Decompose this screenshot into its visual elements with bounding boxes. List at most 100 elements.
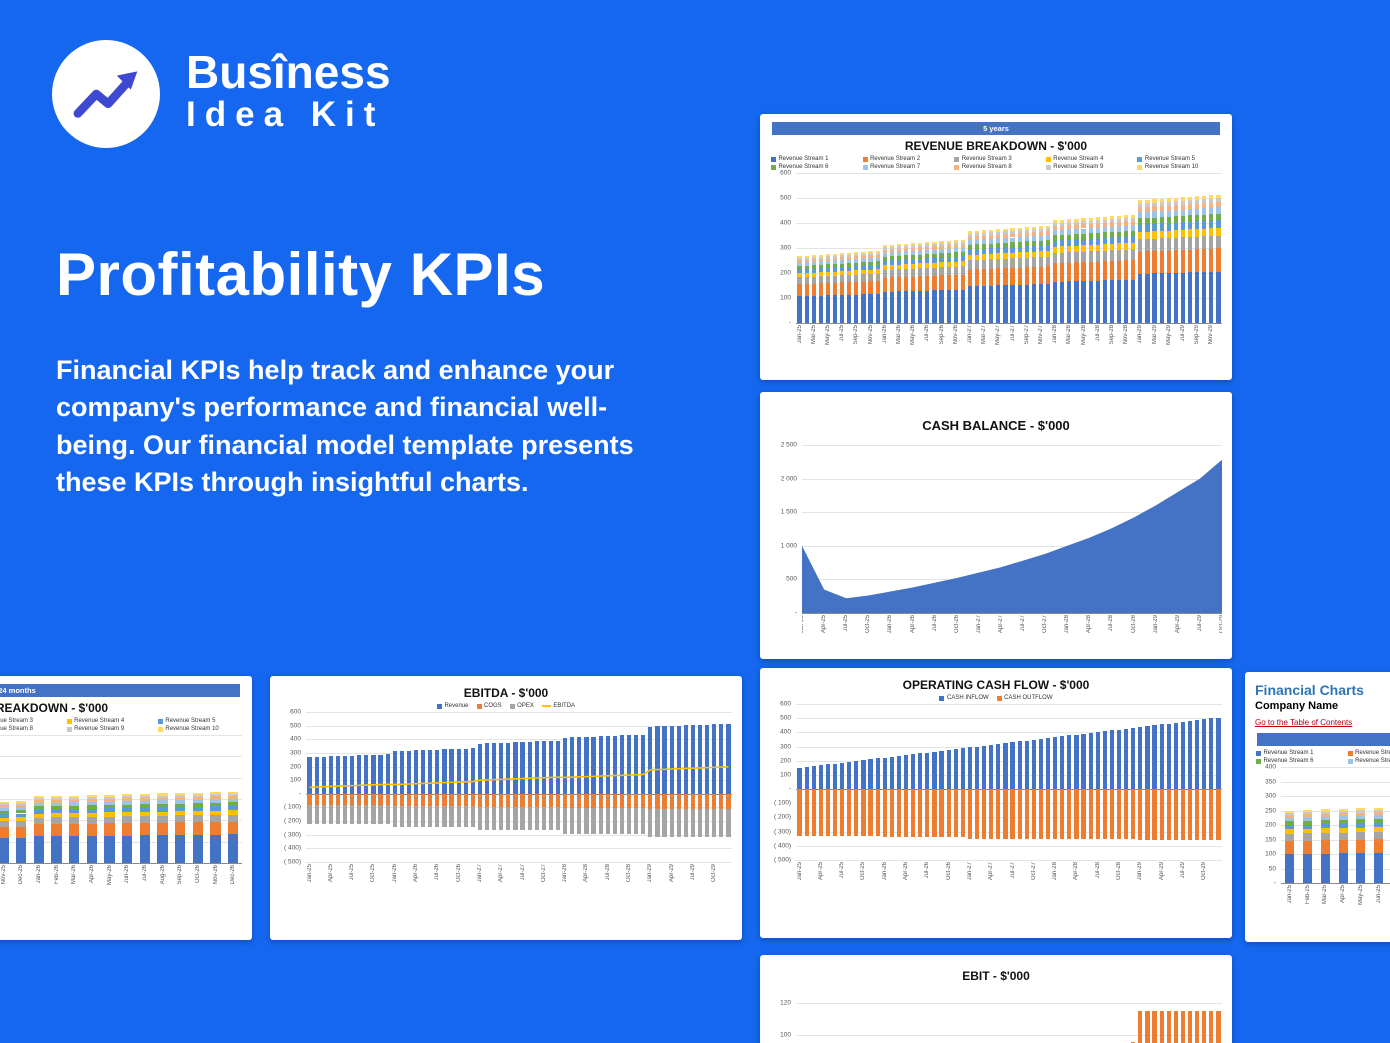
- bar-segment: [1159, 198, 1164, 203]
- bar-segment: [0, 838, 9, 863]
- bar-segment: [342, 804, 348, 824]
- bar-segment: [1038, 251, 1044, 258]
- bar-segment: [210, 799, 221, 803]
- bar-segment: [1195, 1011, 1200, 1043]
- bar-segment: [527, 793, 532, 807]
- bar-segment: [939, 789, 944, 838]
- x-axis: Jan-25Feb-25Mar-25Apr-25May-25Jun-25Jul-…: [0, 863, 242, 899]
- gridline: [796, 323, 1222, 324]
- bar-segment: [1216, 202, 1221, 208]
- bar-segment: [121, 798, 133, 802]
- bar-segment: [15, 810, 27, 814]
- bar-segment: [68, 805, 80, 810]
- bar-segment: [939, 275, 944, 291]
- bar-segment: [903, 248, 909, 252]
- bar-segment: [1067, 225, 1072, 230]
- bar-segment: [1102, 250, 1107, 262]
- bar-segment: [1131, 217, 1136, 221]
- bar-segment: [1116, 237, 1122, 244]
- bar-segment: [797, 277, 802, 285]
- bar-segment: [68, 797, 80, 800]
- y-tick-label: 150: [1265, 836, 1276, 843]
- y-axis: 600 500 400 300 200 100 - ( 100) ( 200) ( 300) ( 4…: [280, 709, 306, 866]
- bar-segment: [1124, 215, 1129, 219]
- bar-segment: [804, 283, 809, 296]
- bar-segment: [705, 724, 710, 794]
- bar-segment: [210, 834, 221, 863]
- bar-segment: [911, 259, 916, 264]
- legend-swatch: [436, 703, 442, 709]
- ebit-card: EBIT - $'000 12010080604020- Jan-25Apr-2…: [760, 955, 1232, 1043]
- bar-segment: [1202, 228, 1207, 237]
- bar-segment: [598, 793, 603, 808]
- bar-segment: [520, 806, 525, 831]
- bar-segment: [1081, 228, 1086, 234]
- bar-segment: [1095, 220, 1100, 224]
- x-tick-label: Jan-28: [1052, 325, 1059, 344]
- bar-segment: [506, 806, 511, 831]
- bar-segment: [1109, 250, 1115, 261]
- bar-segment: [1180, 249, 1186, 273]
- bar-segment: [960, 247, 965, 253]
- plot-area: [796, 704, 1222, 861]
- bar-segment: [1017, 241, 1022, 247]
- bar-segment: [854, 266, 859, 271]
- bar-segment: [15, 820, 27, 828]
- bar-segment: [953, 252, 958, 257]
- bar-segment: [1003, 231, 1008, 235]
- gridline: [802, 545, 1222, 547]
- bar-segment: [1116, 729, 1122, 790]
- bar-segment: [456, 748, 461, 794]
- bar-segment: [1045, 235, 1051, 241]
- table-of-contents-link[interactable]: Go to the Table of Contents: [1255, 718, 1353, 727]
- bar-segment: [1102, 280, 1107, 323]
- bar-segment: [967, 260, 973, 270]
- x-tick-label: Jul-28: [604, 864, 611, 881]
- chart-legend: CASH INFLOW CASH OUTFLOW: [770, 695, 1222, 701]
- bar-segment: [825, 258, 831, 261]
- gridline: [0, 841, 242, 843]
- bar-segment: [1017, 252, 1022, 259]
- bar-segment: [86, 801, 98, 806]
- bar-segment: [1138, 231, 1143, 240]
- bar-segment: [385, 793, 390, 805]
- bar-segment: [174, 835, 186, 863]
- gridline: [1281, 810, 1390, 812]
- bar-segment: [1003, 253, 1008, 259]
- y-tick-label: 1 500: [780, 508, 797, 516]
- bar-segment: [1088, 280, 1093, 323]
- gridline: [1281, 767, 1390, 768]
- bar-segment: [1081, 251, 1086, 263]
- bar-segment: [918, 268, 923, 277]
- bar-segment: [210, 802, 221, 807]
- bar-segment: [1053, 246, 1058, 253]
- bar-segment: [104, 798, 115, 802]
- bar-segment: [1374, 812, 1384, 816]
- bar-segment: [174, 822, 186, 835]
- x-tick-label: Mar-26: [71, 865, 78, 885]
- bar-segment: [428, 793, 433, 806]
- bar-segment: [861, 258, 866, 263]
- bar-segment: [1209, 1011, 1214, 1043]
- bar-segment: [499, 793, 504, 807]
- bar-segment: [1031, 236, 1036, 241]
- bar-segment: [712, 809, 717, 837]
- bar-segment: [967, 231, 973, 234]
- y-tick-label: 100: [780, 1031, 791, 1039]
- x-tick-label: Mar-29: [1151, 325, 1158, 345]
- bar-segment: [1159, 724, 1164, 790]
- bar-segment: [797, 767, 802, 790]
- bar-segment: [946, 245, 951, 249]
- bar-segment: [967, 789, 973, 839]
- bar-segment: [882, 291, 887, 323]
- bar-segment: [548, 740, 554, 794]
- bar-segment: [676, 793, 681, 810]
- bar-segment: [953, 274, 958, 290]
- bar-segment: [555, 740, 561, 794]
- bar-segment: [1060, 222, 1065, 226]
- bar-segment: [982, 243, 987, 249]
- bar-segment: [1285, 854, 1295, 883]
- bar-segment: [932, 246, 937, 250]
- bar-segment: [227, 805, 239, 811]
- bar-segment: [227, 814, 239, 822]
